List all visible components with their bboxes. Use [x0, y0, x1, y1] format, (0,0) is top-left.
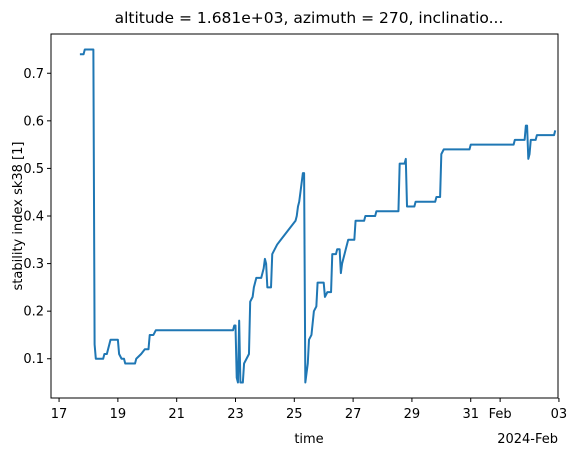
- y-tick-label: 0.2: [23, 305, 44, 320]
- x-axis-label: time: [294, 432, 323, 447]
- y-tick-label: 0.5: [23, 162, 44, 177]
- x-tick-label: Feb: [489, 407, 512, 422]
- series-line-0: [79, 48, 557, 384]
- y-tick-label: 0.6: [23, 114, 44, 129]
- x-tick-label: 23: [227, 407, 244, 422]
- y-tick-label: 0.1: [23, 352, 44, 367]
- x-tick-label: 19: [110, 407, 127, 422]
- y-tick-label: 0.4: [23, 210, 44, 225]
- x-axis: 17 19 21 23 25 27 29 31 Feb 03: [51, 398, 567, 422]
- x-tick-label: 03: [551, 407, 567, 422]
- y-axis-label: stability index sk38 [1]: [11, 142, 26, 291]
- x-axis-offset-label: 2024-Feb: [497, 432, 558, 447]
- y-axis: 0.1 0.2 0.3 0.4 0.5 0.6 0.7: [23, 67, 51, 367]
- x-tick-label: 31: [462, 407, 479, 422]
- y-tick-label: 0.3: [23, 257, 44, 272]
- x-tick-label: 17: [51, 407, 68, 422]
- x-tick-label: 25: [286, 407, 303, 422]
- chart-title: altitude = 1.681e+03, azimuth = 270, inc…: [115, 9, 504, 27]
- x-tick-label: 27: [345, 407, 362, 422]
- x-tick-label: 21: [168, 407, 185, 422]
- x-tick-label: 29: [404, 407, 421, 422]
- y-tick-label: 0.7: [23, 67, 44, 82]
